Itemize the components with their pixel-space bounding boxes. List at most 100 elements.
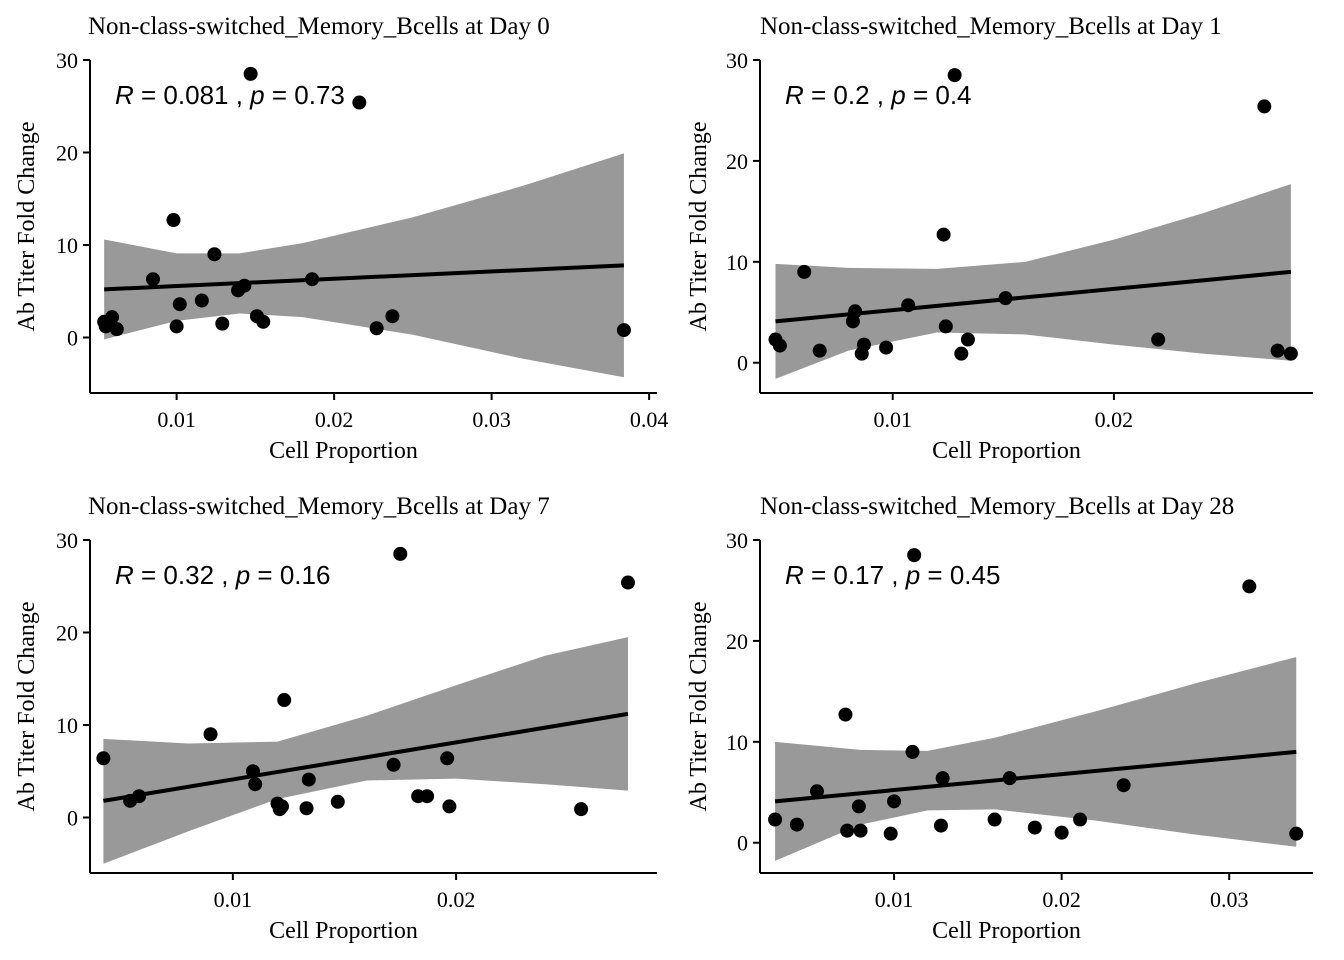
data-point xyxy=(172,297,187,312)
scatter-panel-0: Non-class-switched_Memory_Bcells at Day … xyxy=(14,13,668,464)
x-tick-label: 0.02 xyxy=(1095,407,1134,432)
confidence-band xyxy=(104,153,624,378)
data-point xyxy=(935,771,950,786)
y-tick-label: 0 xyxy=(737,831,748,856)
x-tick-label: 0.04 xyxy=(630,407,669,432)
data-point xyxy=(215,316,230,331)
data-point xyxy=(574,802,589,817)
regression-line xyxy=(774,749,1297,804)
data-point xyxy=(772,338,787,353)
data-point xyxy=(887,794,902,809)
data-point xyxy=(301,772,316,787)
x-tick-label: 0.01 xyxy=(214,887,253,912)
data-point xyxy=(960,332,975,347)
correlation-label: R = 0.2 , p = 0.4 xyxy=(785,80,972,110)
p-value: 0.73 xyxy=(294,80,345,110)
data-point xyxy=(1054,825,1069,840)
panel-title: Non-class-switched_Memory_Bcells at Day … xyxy=(88,493,550,520)
data-point xyxy=(620,575,635,590)
y-tick-label: 20 xyxy=(726,629,748,654)
data-point xyxy=(933,818,948,833)
data-point xyxy=(330,794,345,809)
data-point xyxy=(1242,579,1257,594)
x-axis-title: Cell Proportion xyxy=(269,918,418,944)
y-tick-label: 20 xyxy=(56,621,78,646)
data-point xyxy=(789,817,804,832)
data-point xyxy=(243,66,258,81)
data-point xyxy=(1116,778,1131,793)
data-point xyxy=(207,247,222,262)
x-tick-label: 0.03 xyxy=(472,407,511,432)
data-point xyxy=(1002,771,1017,786)
y-tick-label: 0 xyxy=(737,351,748,376)
p-value: 0.16 xyxy=(280,560,331,590)
data-point xyxy=(907,548,922,563)
data-point xyxy=(248,777,263,792)
y-tick-label: 30 xyxy=(726,48,748,73)
x-axis-title: Cell Proportion xyxy=(269,438,418,464)
y-tick-label: 30 xyxy=(56,528,78,553)
data-point xyxy=(132,789,147,804)
y-tick-label: 30 xyxy=(56,48,78,73)
data-point xyxy=(938,319,953,334)
data-point xyxy=(237,278,252,293)
y-axis-title: Ab Titer Fold Change xyxy=(14,601,40,811)
y-tick-label: 30 xyxy=(726,528,748,553)
correlation-label: R = 0.081 , p = 0.73 xyxy=(115,80,345,110)
data-point xyxy=(879,340,894,355)
data-point xyxy=(385,309,400,324)
data-point xyxy=(203,727,218,742)
data-point xyxy=(809,784,824,799)
data-point xyxy=(1073,812,1088,827)
y-tick-label: 10 xyxy=(726,730,748,755)
data-point xyxy=(274,799,289,814)
data-point xyxy=(299,801,314,816)
data-point xyxy=(352,95,367,110)
data-point xyxy=(947,68,962,83)
data-point xyxy=(901,298,916,313)
x-tick-label: 0.01 xyxy=(157,407,196,432)
regression-line xyxy=(103,711,629,803)
p-value: 0.4 xyxy=(935,80,971,110)
y-axis-title: Ab Titer Fold Change xyxy=(686,601,712,811)
x-tick-label: 0.02 xyxy=(437,887,476,912)
data-point xyxy=(166,213,181,228)
data-point xyxy=(1289,826,1304,841)
data-point xyxy=(420,789,435,804)
x-tick-label: 0.01 xyxy=(873,407,912,432)
data-point xyxy=(812,343,827,358)
data-point xyxy=(109,322,124,337)
data-point xyxy=(277,693,292,708)
data-point xyxy=(369,321,384,336)
regression-line xyxy=(104,263,625,292)
confidence-band xyxy=(775,657,1297,861)
data-point xyxy=(856,337,871,352)
y-tick-label: 20 xyxy=(726,149,748,174)
data-point xyxy=(256,314,271,329)
y-tick-label: 10 xyxy=(56,713,78,738)
data-point xyxy=(1283,346,1298,361)
data-point xyxy=(96,751,111,766)
y-tick-label: 20 xyxy=(56,141,78,166)
r-value: 0.081 xyxy=(163,80,228,110)
data-point xyxy=(936,227,951,242)
panel-title: Non-class-switched_Memory_Bcells at Day … xyxy=(88,13,550,40)
y-tick-label: 0 xyxy=(67,806,78,831)
x-tick-label: 0.02 xyxy=(315,407,354,432)
correlation-label: R = 0.32 , p = 0.16 xyxy=(115,560,330,590)
correlation-label: R = 0.17 , p = 0.45 xyxy=(785,560,1000,590)
data-point xyxy=(838,707,853,722)
data-point xyxy=(393,546,408,561)
data-point xyxy=(1151,332,1166,347)
data-point xyxy=(245,764,260,779)
confidence-band xyxy=(775,184,1291,379)
data-point xyxy=(194,293,209,308)
r-value: 0.17 xyxy=(833,560,884,590)
data-point xyxy=(1257,99,1272,114)
p-value: 0.45 xyxy=(950,560,1001,590)
panel-title: Non-class-switched_Memory_Bcells at Day … xyxy=(760,493,1234,520)
y-tick-label: 10 xyxy=(56,233,78,258)
x-tick-label: 0.03 xyxy=(1210,887,1249,912)
confidence-band xyxy=(103,637,628,864)
